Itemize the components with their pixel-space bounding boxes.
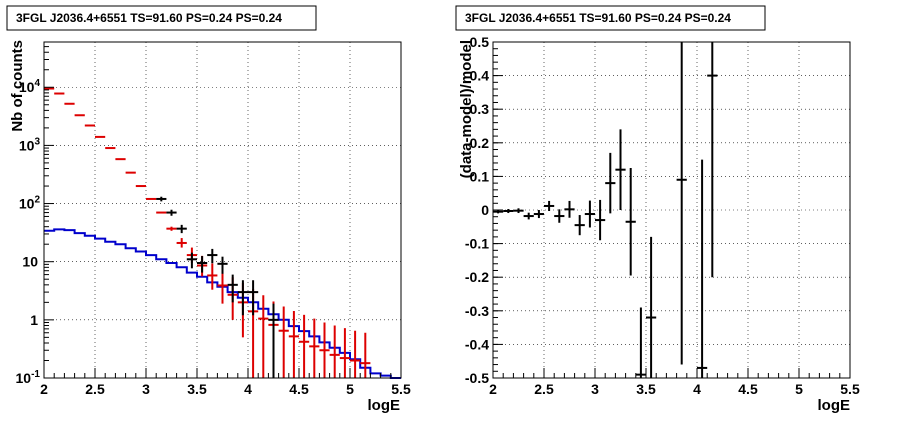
chart-title-box xyxy=(455,5,766,31)
x-tick-label: 4 xyxy=(693,381,701,397)
y-tick-label: 0.3 xyxy=(470,101,490,117)
x-tick-label: 2 xyxy=(40,381,48,397)
data-point xyxy=(186,252,197,269)
x-tick-label: 2.5 xyxy=(534,381,554,397)
data-point xyxy=(278,306,289,378)
x-tick-label: 5.5 xyxy=(840,381,860,397)
residual-panel: 3FGL J2036.4+6551 TS=91.60 PS=0.24 PS=0.… xyxy=(455,5,860,414)
data-point xyxy=(697,159,708,378)
x-tick-label: 5 xyxy=(346,381,354,397)
data-point xyxy=(605,152,616,214)
y-tick-label: -0.1 xyxy=(465,236,489,252)
data-point xyxy=(646,236,657,378)
chart-title: 3FGL J2036.4+6551 TS=91.60 PS=0.24 PS=0.… xyxy=(465,11,731,25)
data-point xyxy=(176,238,187,248)
data-point xyxy=(207,248,218,264)
y-tick-label: -0.5 xyxy=(465,370,489,386)
data-point xyxy=(288,310,299,378)
chart-title-box xyxy=(6,5,317,31)
x-axis-label: logE xyxy=(818,397,851,414)
x-tick-label: 5 xyxy=(795,381,803,397)
data-point xyxy=(166,226,177,231)
data-point xyxy=(493,210,504,214)
data-point xyxy=(625,168,636,276)
y-tick-label: 10-1 xyxy=(16,369,41,386)
data-point xyxy=(615,129,626,210)
data-point xyxy=(217,256,228,274)
plot-frame xyxy=(492,41,851,379)
data-point xyxy=(258,295,269,378)
x-tick-label: 2 xyxy=(489,381,497,397)
x-tick-label: 5.5 xyxy=(391,381,411,397)
data-point xyxy=(207,263,218,290)
y-tick-label: 1 xyxy=(30,312,38,328)
x-tick-label: 3 xyxy=(591,381,599,397)
data-point xyxy=(574,215,585,236)
data-point xyxy=(595,199,606,241)
y-tick-label: 0.5 xyxy=(470,34,490,50)
data-point xyxy=(268,303,279,378)
y-tick-label: 0.4 xyxy=(470,68,490,84)
x-tick-label: 3.5 xyxy=(636,381,656,397)
data-point xyxy=(513,208,524,214)
data-point xyxy=(156,196,167,202)
y-tick-label: 0.1 xyxy=(470,168,490,184)
data-point xyxy=(309,318,320,378)
x-tick-label: 4 xyxy=(244,381,252,397)
data-point xyxy=(248,280,259,316)
x-tick-label: 4.5 xyxy=(738,381,758,397)
data-point xyxy=(166,209,177,216)
data-point xyxy=(329,325,340,378)
data-point xyxy=(176,224,187,234)
data-point xyxy=(350,330,361,378)
y-tick-label: -0.3 xyxy=(465,303,489,319)
data-point xyxy=(227,274,238,303)
x-axis-label: logE xyxy=(368,397,401,414)
model-step-line xyxy=(44,228,401,379)
data-point xyxy=(339,328,350,378)
data-point xyxy=(197,256,208,273)
counts-panel: 3FGL J2036.4+6551 TS=91.60 PS=0.24 PS=0.… xyxy=(6,5,411,414)
x-tick-label: 2.5 xyxy=(85,381,105,397)
data-point xyxy=(319,322,330,378)
y-axis-label: (data-model)/model xyxy=(458,40,475,178)
y-tick-label: 102 xyxy=(19,195,41,212)
chart-title: 3FGL J2036.4+6551 TS=91.60 PS=0.24 PS=0.… xyxy=(16,11,282,25)
y-tick-label: 10 xyxy=(22,254,38,270)
y-tick-label: 104 xyxy=(19,78,41,95)
data-point xyxy=(584,200,595,228)
y-tick-label: 0 xyxy=(481,202,489,218)
data-point xyxy=(360,332,371,378)
data-point xyxy=(533,210,544,219)
data-point xyxy=(676,42,687,365)
data-point xyxy=(299,314,310,378)
x-tick-label: 4.5 xyxy=(289,381,309,397)
y-tick-label: 0.2 xyxy=(470,135,490,151)
x-tick-label: 3.5 xyxy=(187,381,207,397)
data-point xyxy=(503,208,514,214)
data-point xyxy=(217,271,228,304)
data-point xyxy=(523,212,534,220)
data-point xyxy=(544,200,555,212)
data-point xyxy=(564,200,575,218)
data-point xyxy=(707,42,718,278)
x-tick-label: 3 xyxy=(142,381,150,397)
y-tick-label: -0.2 xyxy=(465,269,489,285)
data-point xyxy=(554,209,565,223)
y-tick-label: -0.4 xyxy=(465,336,489,352)
y-axis-label: Nb of counts xyxy=(9,40,26,132)
data-point xyxy=(635,307,646,378)
data-point xyxy=(237,280,248,316)
plot-frame xyxy=(43,41,402,379)
y-tick-label: 103 xyxy=(19,136,41,153)
